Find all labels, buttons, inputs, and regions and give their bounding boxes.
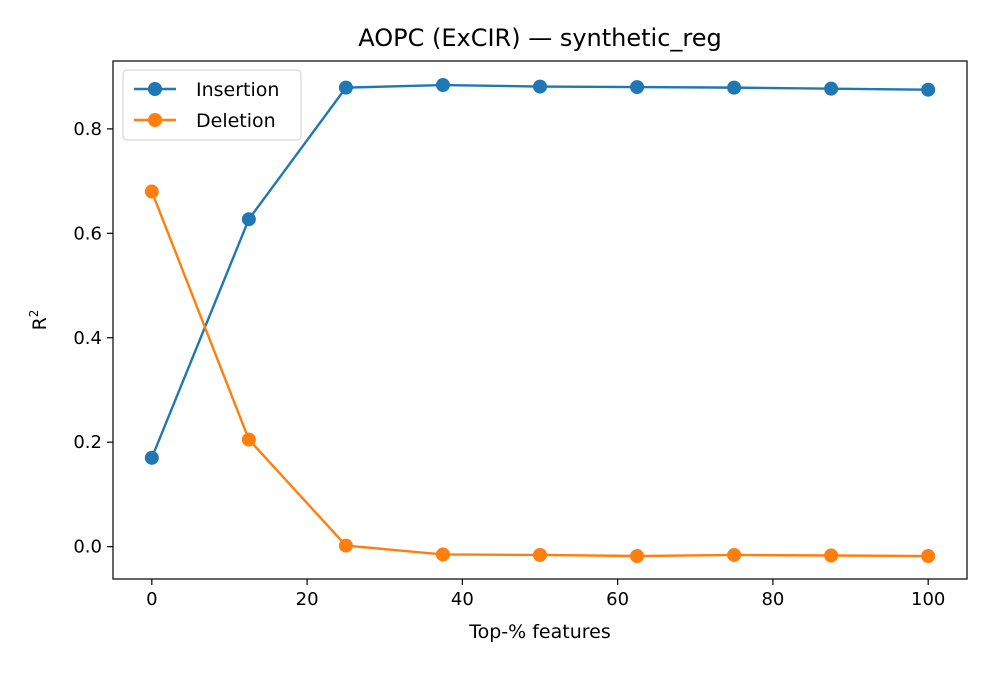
data-point-deletion xyxy=(144,184,159,199)
x-axis-label: Top-% features xyxy=(468,621,611,643)
data-point-deletion xyxy=(338,538,353,553)
legend-swatch-marker xyxy=(148,82,162,96)
y-tick-label: 0.2 xyxy=(73,432,102,453)
legend-item-insertion: Insertion xyxy=(134,79,279,101)
data-point-deletion xyxy=(435,547,450,562)
plot-area xyxy=(144,78,936,564)
legend-label: Insertion xyxy=(196,79,279,101)
legend-label: Deletion xyxy=(196,110,276,132)
x-tick-label: 80 xyxy=(761,589,784,610)
x-tick-label: 20 xyxy=(296,589,319,610)
x-tick-label: 40 xyxy=(451,589,474,610)
y-axis: 0.0 0.2 0.4 0.6 0.8 xyxy=(73,119,113,558)
data-point-insertion xyxy=(824,81,839,96)
legend-items: Insertion Deletion xyxy=(134,79,279,132)
x-tick-label: 60 xyxy=(606,589,629,610)
chart-title: AOPC (ExCIR) — synthetic_reg xyxy=(358,24,722,52)
x-axis: 0 20 40 60 80 100 xyxy=(146,579,945,610)
legend-swatch-marker xyxy=(148,113,162,127)
data-point-insertion xyxy=(630,80,645,95)
data-point-deletion xyxy=(727,547,742,562)
data-point-insertion xyxy=(241,212,256,227)
plot-frame xyxy=(112,60,968,580)
x-tick-label: 0 xyxy=(146,589,157,610)
data-point-deletion xyxy=(824,548,839,563)
data-point-deletion xyxy=(533,547,547,562)
data-point-insertion xyxy=(338,80,353,95)
series-deletion xyxy=(144,184,936,564)
data-point-insertion xyxy=(727,80,742,95)
data-point-deletion xyxy=(921,549,936,564)
data-point-insertion xyxy=(144,450,159,465)
legend-item-deletion: Deletion xyxy=(134,110,276,132)
legend-box xyxy=(122,69,302,141)
data-point-deletion xyxy=(630,549,645,564)
data-point-insertion xyxy=(435,78,450,93)
y-axis-label-base: R xyxy=(29,317,51,330)
data-point-insertion xyxy=(533,79,547,94)
x-tick-label: 100 xyxy=(911,589,945,610)
data-point-deletion xyxy=(241,432,256,447)
y-tick-label: 0.4 xyxy=(73,328,102,349)
y-tick-label: 0.6 xyxy=(73,223,102,244)
data-point-insertion xyxy=(921,82,936,97)
legend: Insertion Deletion xyxy=(122,69,302,141)
y-axis-label-superscript: 2 xyxy=(27,310,41,318)
y-axis-label: R2 xyxy=(27,310,51,331)
series-insertion xyxy=(144,78,936,465)
y-tick-label: 0.8 xyxy=(73,119,102,140)
y-tick-label: 0.0 xyxy=(73,537,102,558)
